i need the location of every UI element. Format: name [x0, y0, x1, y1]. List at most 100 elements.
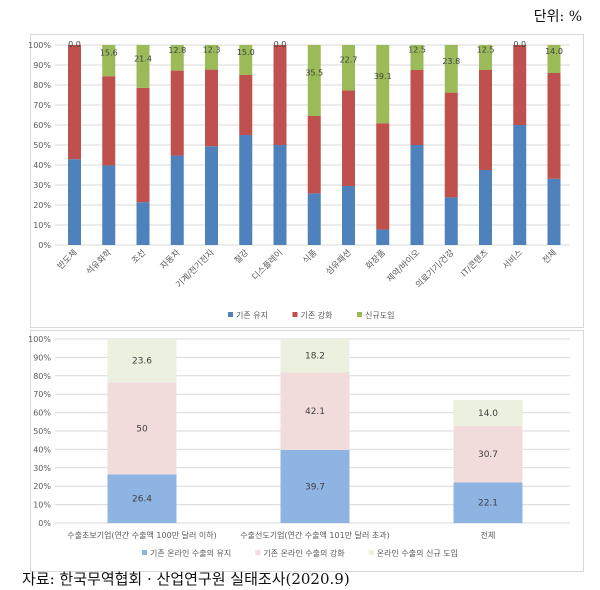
bar-segment — [205, 146, 218, 245]
bar-segment — [547, 178, 561, 245]
x-tick-label: 전체 — [481, 530, 496, 540]
y-tick-label: 40% — [33, 445, 51, 454]
bar-segment — [239, 45, 253, 75]
data-label: 23.6 — [132, 357, 152, 367]
bar-segment — [479, 70, 492, 170]
y-tick-label: 40% — [33, 161, 51, 170]
bar-segment — [136, 87, 150, 203]
bar-segment — [307, 193, 321, 245]
y-tick-label: 90% — [33, 61, 51, 70]
x-tick-label: 자동차 — [159, 248, 183, 272]
x-tick-label: 식품 — [301, 248, 319, 266]
bar-segment — [107, 339, 177, 383]
bar-segment — [547, 45, 561, 73]
bar-segment — [410, 145, 424, 245]
legend-swatch — [255, 550, 261, 555]
x-tick-label: 서비스 — [501, 248, 525, 272]
y-tick-label: 20% — [33, 201, 51, 210]
data-label: 26.4 — [132, 495, 152, 505]
x-tick-label: 철강 — [232, 247, 251, 266]
x-tick-label: IT/콘텐츠 — [459, 247, 491, 279]
legend-swatch — [357, 312, 362, 317]
bar-segment — [68, 45, 81, 160]
data-label: 22.1 — [478, 499, 498, 509]
y-tick-label: 60% — [33, 409, 51, 418]
y-tick-label: 50% — [33, 141, 51, 150]
data-label: 12.3 — [203, 45, 221, 54]
legend-label: 기존 온라인 수출의 유지 — [150, 548, 231, 558]
bar-segment — [136, 45, 150, 88]
bar-segment — [453, 425, 523, 483]
bar-segment — [205, 45, 218, 70]
legend-label: 신규도입 — [365, 311, 394, 320]
data-label: 14.0 — [545, 47, 563, 56]
bar-segment — [342, 186, 355, 245]
bar-segment — [342, 90, 355, 186]
bar-segment — [513, 45, 527, 125]
y-tick-label: 0% — [38, 519, 51, 528]
y-tick-label: 0% — [38, 241, 51, 250]
data-label: 0.0 — [68, 40, 81, 49]
bar-segment — [280, 372, 350, 450]
bar-segment — [376, 123, 390, 230]
y-tick-label: 90% — [33, 353, 51, 362]
legend-label: 온라인 수출의 신규 도입 — [377, 548, 458, 558]
bar-segment — [376, 229, 390, 245]
bar-segment — [170, 155, 184, 245]
x-tick-label: 수출선도기업(연간 수출액 101만 달러 초과) — [240, 530, 389, 540]
data-label: 0.0 — [274, 40, 287, 49]
bar-segment — [307, 45, 321, 116]
y-tick-label: 100% — [28, 41, 51, 50]
legend-label: 기존 강화 — [301, 310, 334, 320]
data-label: 12.5 — [477, 46, 495, 55]
y-tick-label: 70% — [33, 390, 51, 399]
bar-segment — [547, 73, 561, 179]
data-label: 42.1 — [305, 407, 325, 417]
legend-swatch — [228, 312, 233, 317]
bar-segment — [273, 45, 287, 145]
bar-segment — [444, 197, 458, 245]
bar-segment — [410, 70, 424, 145]
data-label: 14.0 — [478, 409, 498, 419]
bar-segment — [102, 76, 116, 166]
data-label: 39.1 — [374, 72, 392, 81]
y-tick-label: 10% — [33, 501, 51, 510]
x-tick-label: 디스플레이 — [250, 247, 285, 282]
data-label: 15.6 — [100, 49, 118, 58]
bar-segment — [410, 45, 424, 70]
bar-segment — [513, 125, 527, 245]
y-tick-label: 50% — [33, 427, 51, 436]
legend-swatch — [292, 312, 298, 317]
x-tick-label: 제약/바이오 — [385, 247, 423, 285]
y-tick-label: 80% — [33, 372, 51, 381]
data-label: 21.4 — [134, 54, 152, 63]
bar-segment — [453, 400, 523, 426]
unit-label: 단위: % — [533, 9, 582, 25]
data-label: 39.7 — [305, 482, 325, 492]
x-tick-label: 화장품 — [363, 247, 387, 271]
bar-segment — [307, 116, 321, 194]
data-label: 12.8 — [168, 46, 186, 55]
y-tick-label: 20% — [33, 482, 51, 491]
data-label: 15.0 — [237, 48, 255, 57]
x-tick-label: 석유화학 — [84, 247, 114, 277]
bar-segment — [102, 165, 116, 245]
data-label: 30.7 — [478, 450, 498, 460]
y-tick-label: 30% — [33, 464, 51, 473]
data-label: 12.5 — [408, 46, 426, 55]
x-tick-label: 수출초보기업(연간 수출액 100만 달러 이하) — [67, 530, 216, 540]
data-label: 23.8 — [442, 57, 460, 66]
bar-segment — [170, 45, 184, 71]
data-label: 0.0 — [513, 40, 526, 49]
y-tick-label: 80% — [33, 81, 51, 90]
bar-segment — [273, 145, 287, 245]
bar-segment — [107, 382, 177, 475]
y-tick-label: 10% — [33, 221, 51, 230]
bar-segment — [102, 45, 116, 77]
y-tick-label: 60% — [33, 121, 51, 130]
data-label: 18.2 — [305, 352, 325, 362]
bar-segment — [479, 45, 492, 70]
legend-swatch — [142, 550, 147, 555]
